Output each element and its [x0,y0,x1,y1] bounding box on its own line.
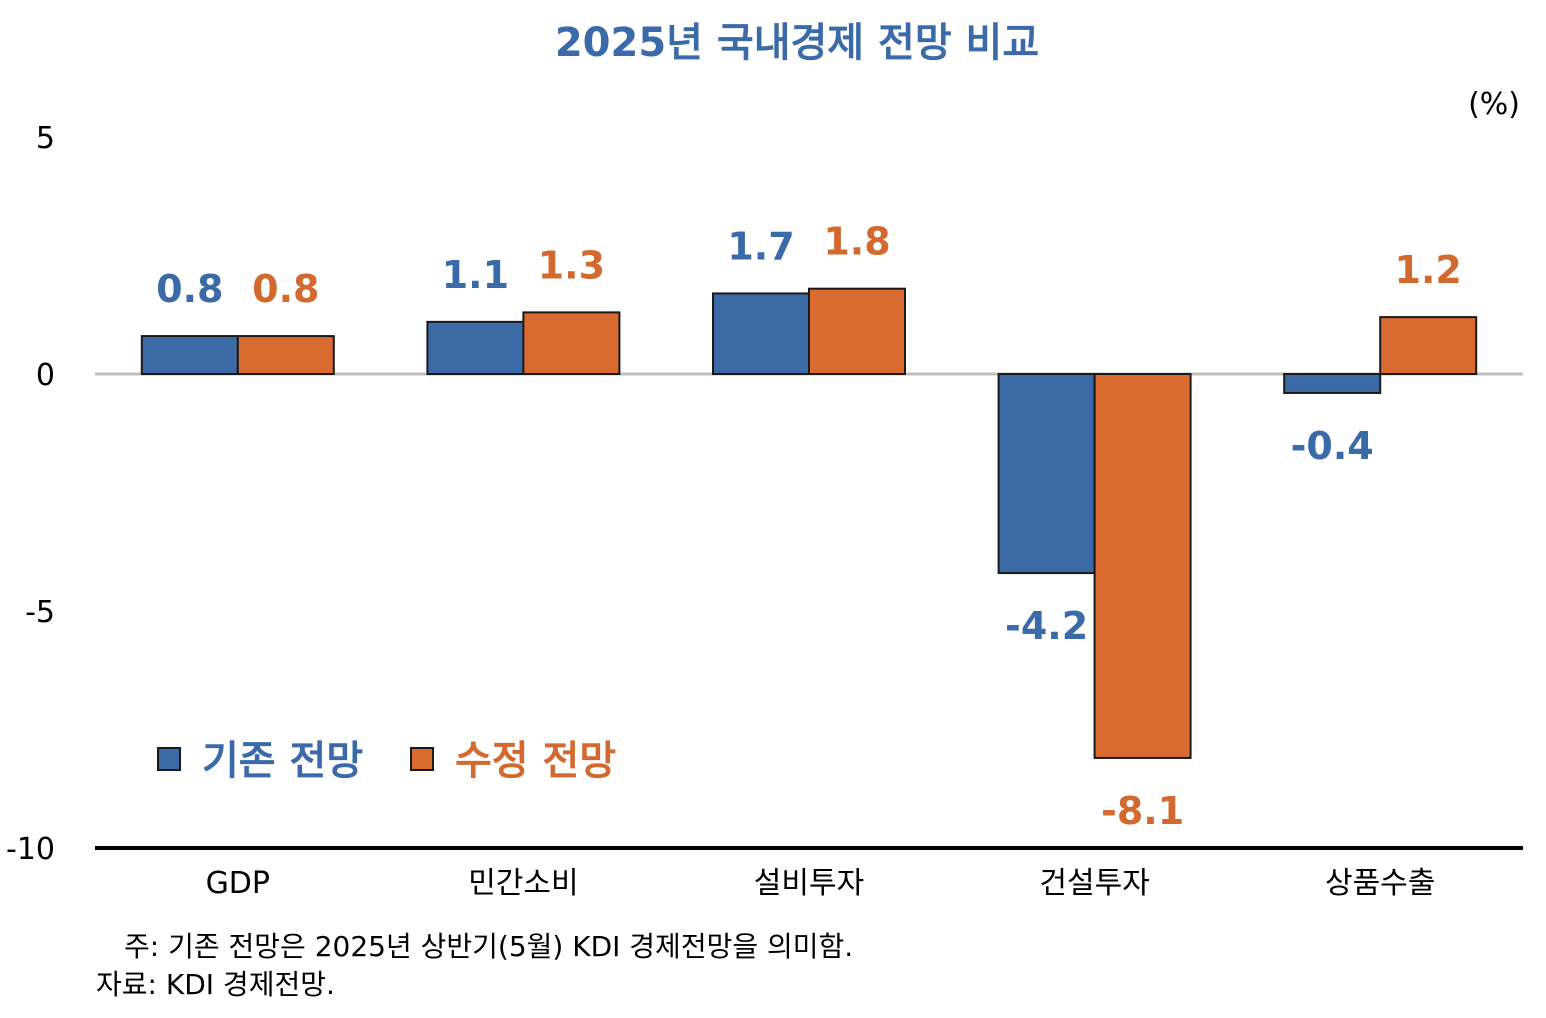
legend-label: 수정 전망 [455,738,616,784]
legend-swatch [410,747,434,771]
legend-swatch [157,747,181,771]
bars-layer [140,287,1478,759]
y-axis: 5 0 -5 -10 [6,121,55,867]
x-tick-label: 건설투자 [1039,866,1149,901]
bar-base [140,335,239,375]
bar-revised [1379,316,1478,375]
x-tick-label: GDP [206,866,270,901]
unit-label: (%) [1468,87,1520,122]
bar-revised [522,311,621,376]
data-label: 0.8 [252,267,319,311]
y-tick-label: -10 [6,832,55,867]
bar-revised [1093,373,1192,759]
data-label: 1.3 [538,243,605,287]
data-label: 1.1 [442,253,509,297]
y-tick-label: -5 [25,595,55,630]
bar-base [1283,373,1382,394]
chart-title: 2025년 국내경제 전망 비교 [555,20,1039,66]
bar-base [712,292,810,376]
data-label: -0.4 [1291,424,1374,468]
bar-revised [808,287,906,375]
legend: 기존 전망 수정 전망 [157,738,616,784]
data-label: -4.2 [1005,604,1088,648]
data-label: 1.8 [823,220,890,264]
data-label: 1.7 [727,224,794,268]
footnote-source: 자료: KDI 경제전망. [96,968,335,1001]
bar-revised [236,335,335,375]
x-axis: GDP 민간소비 설비투자 건설투자 상품수출 [206,866,1436,901]
data-label: -8.1 [1101,789,1184,833]
y-tick-label: 0 [36,358,55,393]
x-tick-label: 상품수출 [1325,866,1435,901]
legend-label: 기존 전망 [202,738,363,784]
x-tick-label: 민간소비 [468,866,578,901]
x-tick-label: 설비투자 [754,866,864,901]
data-label: 1.2 [1395,248,1462,292]
data-label: 0.8 [156,267,223,311]
bar-base [997,373,1096,575]
data-labels-layer: 0.8 0.8 1.1 1.3 1.7 1.8 -4.2 -8.1 -0.4 1.2 [156,220,1462,833]
y-tick-label: 5 [36,121,55,156]
bar-base [426,320,525,375]
footnote-note: 주: 기존 전망은 2025년 상반기(5월) KDI 경제전망을 의미함. [124,930,853,963]
